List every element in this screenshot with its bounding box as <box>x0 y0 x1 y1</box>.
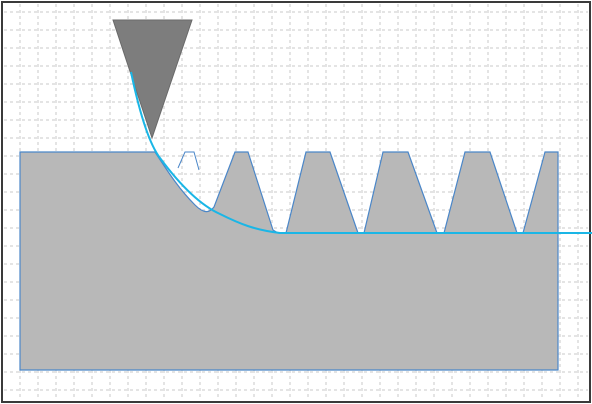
toolpath-line <box>130 71 592 234</box>
first-notch-outline <box>177 151 200 171</box>
workpiece <box>19 151 559 371</box>
